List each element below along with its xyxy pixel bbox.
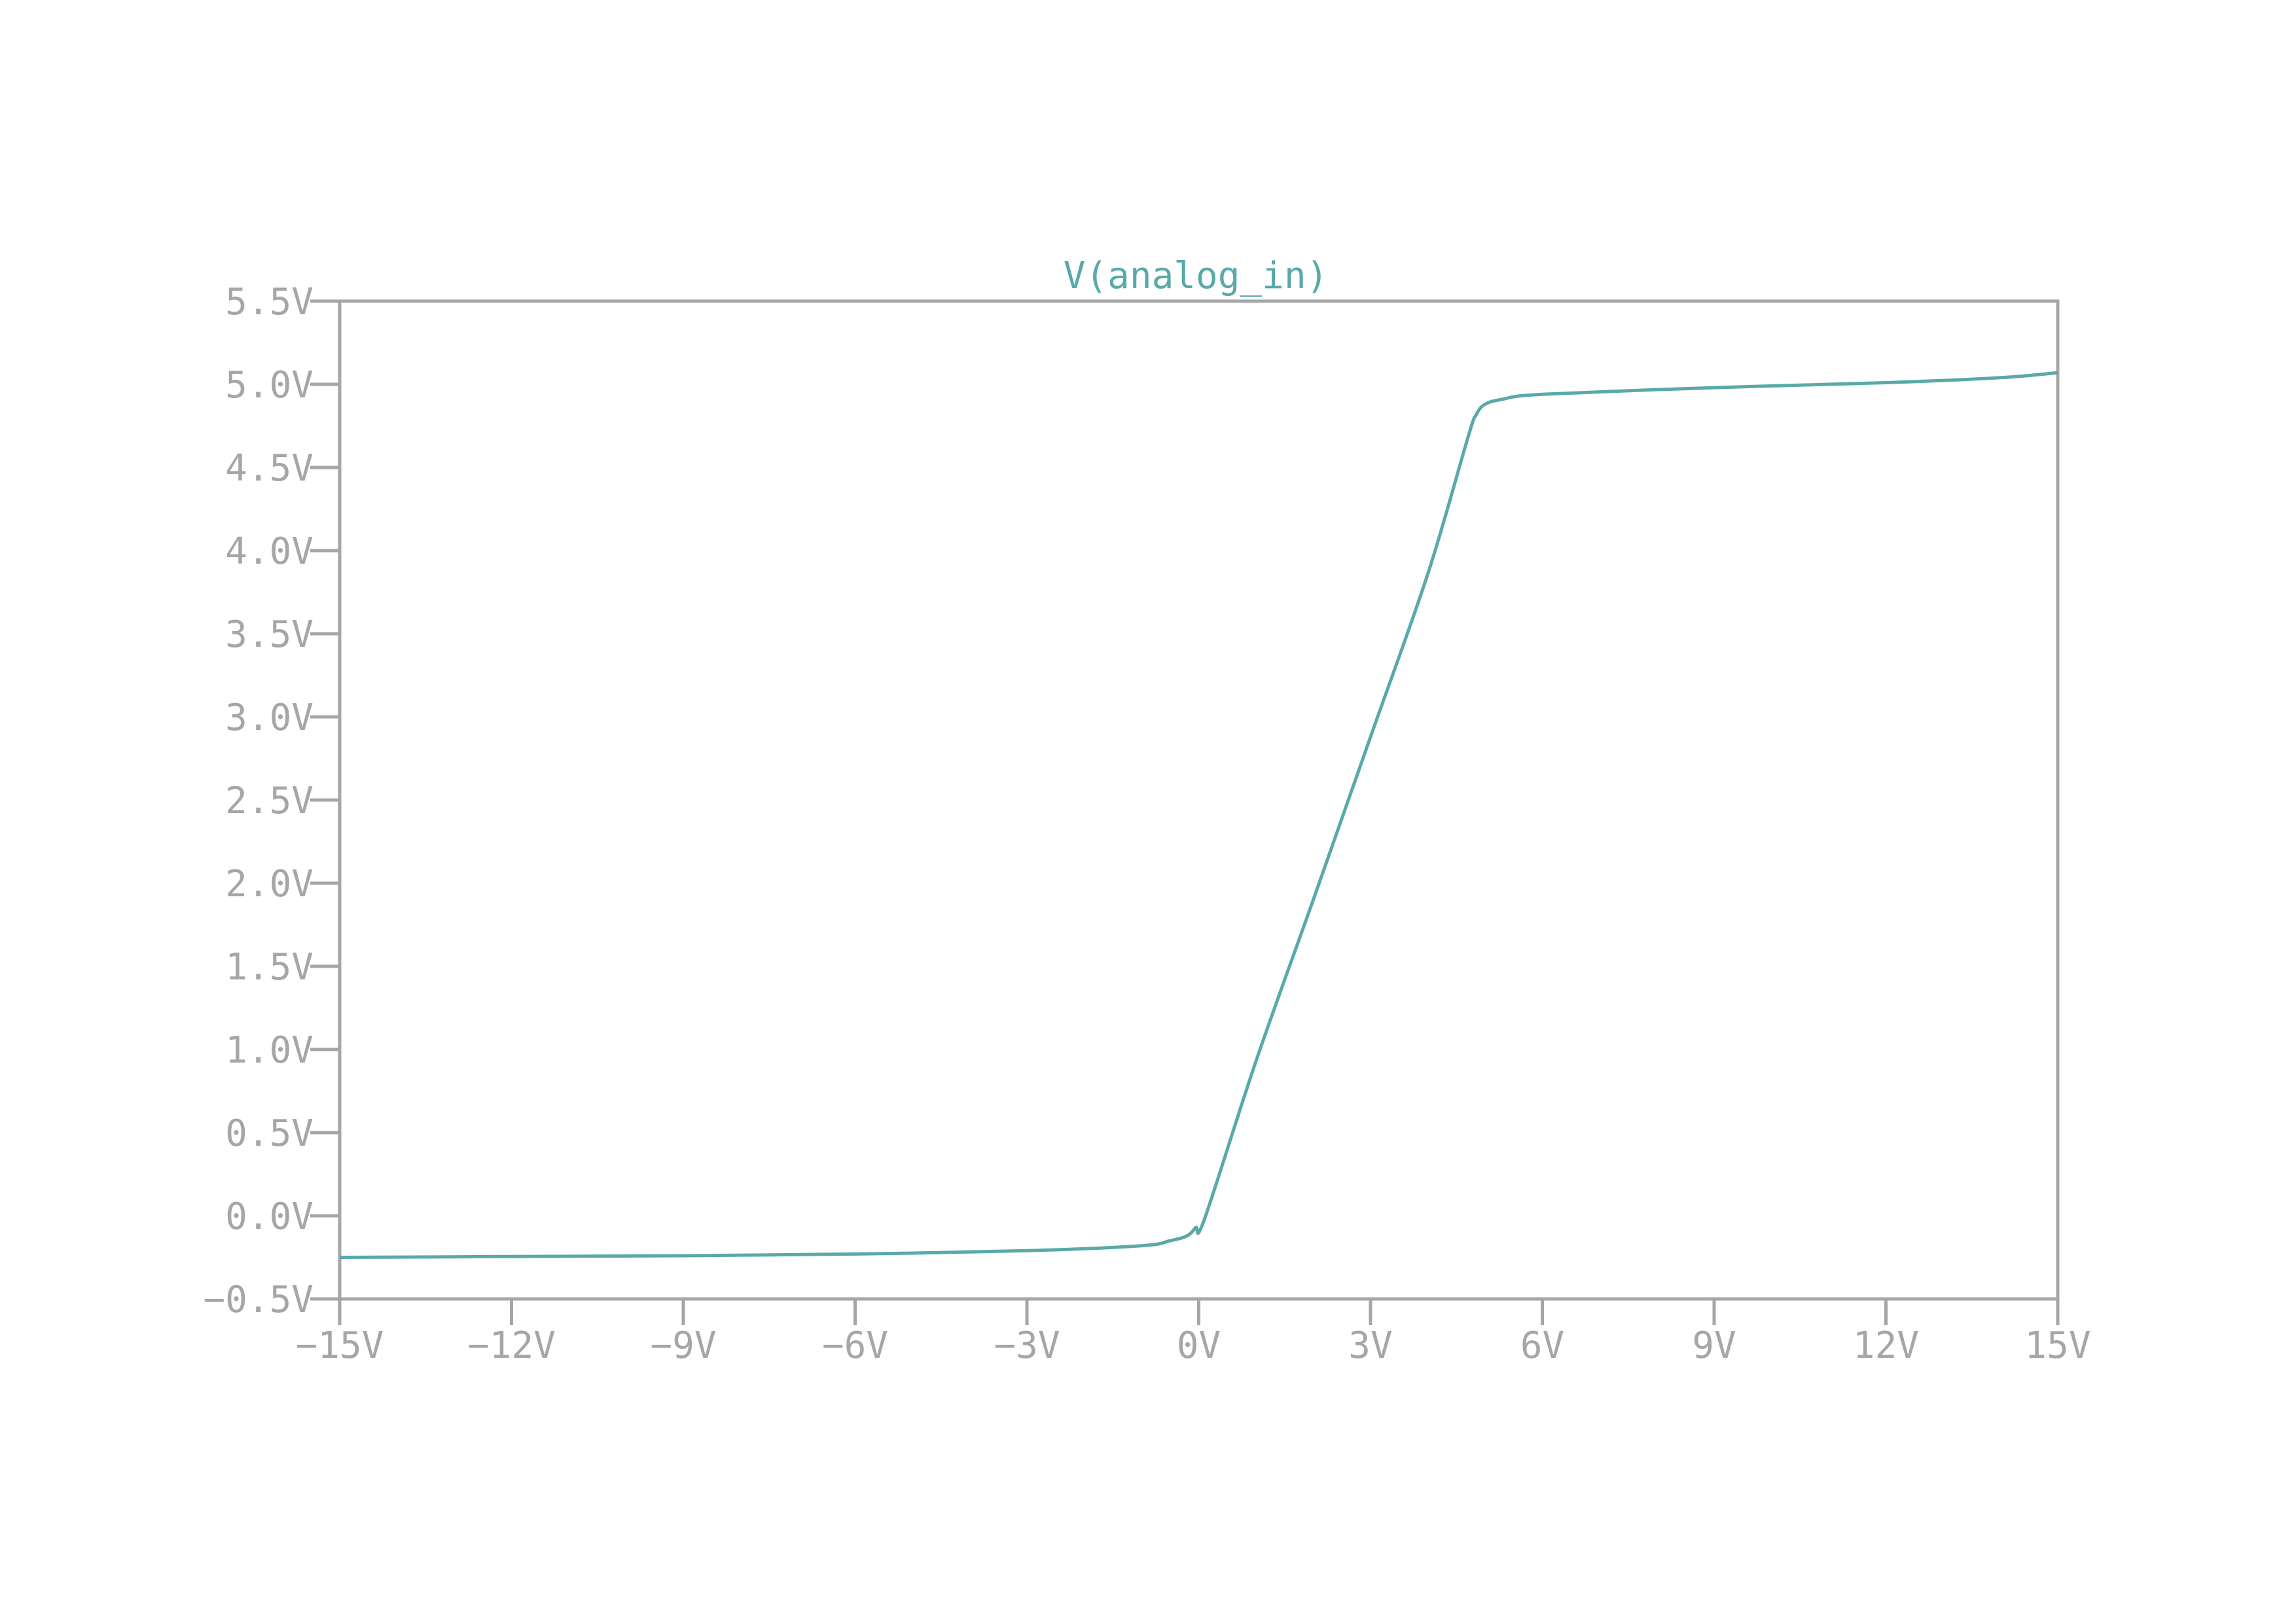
x-tick-label: 15V	[2024, 1324, 2090, 1367]
y-tick-label: 3.5V	[225, 613, 314, 656]
series-line	[339, 371, 2058, 1259]
y-tick-label: 3.0V	[225, 697, 314, 739]
x-tick-label: −6V	[822, 1324, 888, 1367]
y-tick-label: 5.5V	[225, 281, 314, 323]
x-tick-label: 0V	[1177, 1324, 1221, 1367]
y-tick-label: 2.0V	[225, 863, 314, 905]
x-tick-label: −12V	[467, 1324, 556, 1367]
x-tick-label: −15V	[296, 1324, 384, 1367]
x-tick-label: 12V	[1853, 1324, 1919, 1367]
x-tick-label: 6V	[1520, 1324, 1564, 1367]
y-tick-label: 2.5V	[225, 780, 314, 822]
x-tick-label: −9V	[650, 1324, 716, 1367]
y-tick-label: 0.5V	[225, 1112, 314, 1155]
x-axis: −15V −12V −9V −6V −3V 0V 3V 6V 9V 12V 15V	[296, 1299, 2091, 1367]
y-tick-label: 0.0V	[225, 1195, 314, 1238]
y-tick-label: 1.0V	[225, 1029, 314, 1072]
y-tick-label: 4.0V	[225, 530, 314, 573]
plot-frame	[338, 299, 2060, 1301]
y-tick-label: 5.0V	[225, 364, 314, 407]
y-tick-label: −0.5V	[203, 1279, 314, 1321]
x-tick-label: −3V	[994, 1324, 1060, 1367]
y-axis: −0.5V 0.0V 0.5V 1.0V 1.5V 2.0V 2.5V 3.0V 3.5V 4.0…	[203, 281, 340, 1321]
x-tick-label: 9V	[1692, 1324, 1736, 1367]
x-tick-label: 3V	[1348, 1324, 1392, 1367]
y-tick-label: 4.5V	[225, 447, 314, 490]
series-layer	[339, 371, 2058, 1259]
y-tick-label: 1.5V	[225, 946, 314, 989]
chart-title: V(analog_in)	[1064, 255, 1329, 297]
